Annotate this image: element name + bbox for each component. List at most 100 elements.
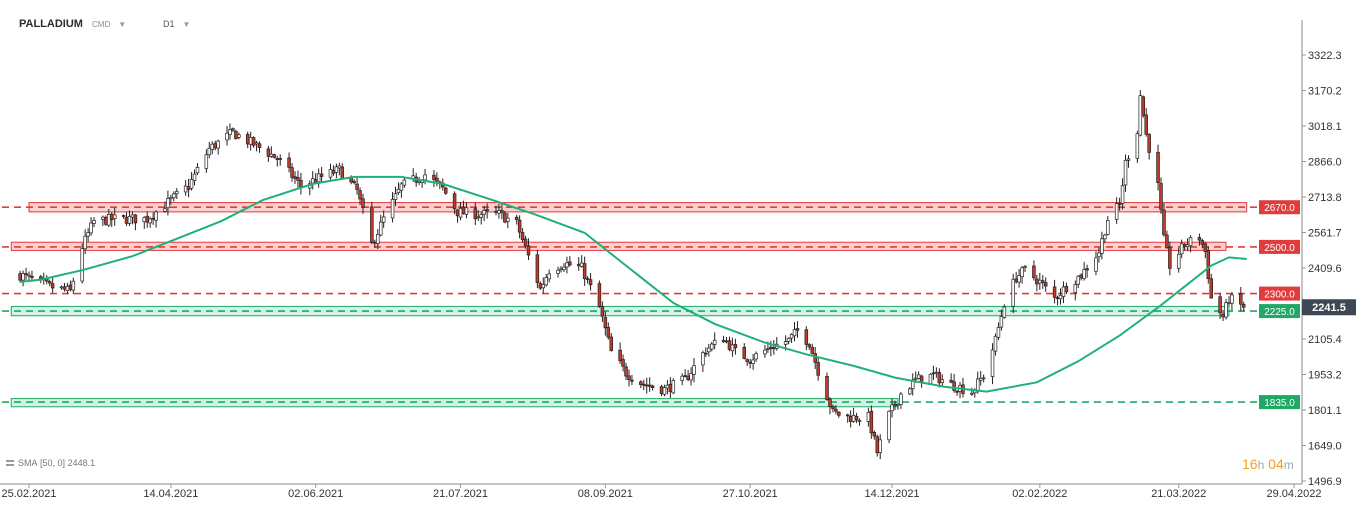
candle-body	[659, 386, 664, 394]
candle-body	[186, 186, 191, 190]
candle-body	[458, 208, 463, 218]
candle	[189, 172, 194, 191]
candle	[1239, 286, 1243, 312]
candle-body	[692, 365, 696, 375]
candle-body	[606, 326, 611, 338]
candle-body	[996, 327, 1001, 338]
candle	[83, 229, 87, 255]
candle-body	[166, 198, 170, 209]
candle-body	[565, 262, 569, 268]
candle-body	[216, 140, 220, 149]
candle	[1144, 108, 1148, 137]
candle-body	[683, 375, 687, 377]
candle	[763, 345, 767, 358]
candle	[828, 396, 832, 415]
candle-body	[576, 263, 581, 267]
candle-body	[1168, 247, 1172, 269]
candle-body	[148, 218, 152, 224]
symbol-title[interactable]: PALLADIUM	[19, 18, 83, 30]
candle	[503, 210, 507, 224]
candle-body	[520, 232, 525, 241]
candle-body	[523, 238, 528, 247]
candle-body	[600, 306, 605, 317]
candle	[310, 171, 315, 190]
candle	[452, 191, 457, 215]
candle-body	[556, 269, 560, 274]
x-tick-label: 14.12.2021	[865, 488, 920, 500]
candle-body	[647, 384, 652, 387]
candle-body	[331, 169, 336, 174]
candle	[1011, 273, 1015, 314]
candle-body	[231, 128, 235, 131]
candle	[1061, 281, 1066, 304]
candle-body	[275, 158, 280, 160]
candle	[887, 410, 891, 444]
candle-body	[789, 334, 794, 339]
candle	[701, 350, 705, 373]
candle-body	[83, 235, 87, 250]
x-tick-label: 02.02.2022	[1012, 488, 1067, 500]
candle	[47, 279, 52, 287]
candle-body	[1197, 237, 1202, 241]
candle	[124, 212, 129, 226]
candle-body	[1206, 250, 1211, 279]
candle-body	[642, 383, 646, 386]
candle	[1058, 288, 1063, 305]
candle	[978, 371, 983, 386]
candle	[745, 358, 749, 367]
candle	[1227, 296, 1231, 306]
sma-line	[19, 175, 1247, 393]
candle-body	[121, 215, 126, 217]
candle-body	[999, 316, 1004, 328]
candle-body	[506, 217, 510, 222]
candle-body	[878, 439, 882, 453]
candle	[680, 373, 684, 386]
candle-body	[1126, 158, 1131, 161]
candle	[606, 322, 611, 340]
candle-body	[547, 273, 551, 280]
candle-body	[869, 410, 874, 434]
y-tick-label: 2713.8	[1308, 192, 1342, 204]
candle-body	[1002, 306, 1007, 318]
candle-body	[503, 212, 507, 223]
x-tick-label: 21.03.2022	[1151, 488, 1206, 500]
level-label-1835.0: 1835.0	[1264, 398, 1295, 409]
candle-body	[1200, 240, 1205, 245]
candle	[541, 277, 546, 294]
candle	[402, 178, 407, 188]
timeframe-selector[interactable]: D1 ▼	[163, 16, 190, 32]
candle	[506, 212, 510, 229]
candle-body	[588, 279, 593, 286]
indicator-settings-icon[interactable]	[6, 460, 14, 466]
candle	[1097, 247, 1101, 263]
candle	[24, 267, 28, 280]
candle	[1162, 203, 1166, 237]
candle-body	[169, 197, 173, 200]
candle	[547, 269, 551, 283]
candle-body	[112, 214, 117, 219]
instrument-type-selector[interactable]: CMD ▼	[92, 16, 126, 32]
chevron-down-icon: ▼	[118, 19, 127, 29]
candle	[104, 215, 108, 226]
candle	[825, 372, 829, 401]
candle	[287, 152, 291, 173]
candle-body	[1179, 243, 1184, 255]
candle	[245, 131, 250, 149]
candle	[712, 332, 717, 350]
candle	[210, 141, 214, 155]
candle-body	[671, 380, 676, 394]
candle-body	[1085, 268, 1089, 271]
candle	[1043, 277, 1048, 292]
candle	[875, 434, 880, 457]
candle	[59, 285, 64, 290]
candle-body	[290, 167, 294, 178]
candle-body	[952, 381, 956, 391]
candle-body	[535, 254, 540, 284]
indicator-legend[interactable]: SMA [50, 0] 2448.1	[6, 458, 95, 468]
candle-body	[978, 377, 983, 381]
candle-body	[872, 431, 877, 437]
candle	[1064, 282, 1069, 295]
candle	[786, 337, 791, 345]
candle-body	[213, 143, 217, 149]
